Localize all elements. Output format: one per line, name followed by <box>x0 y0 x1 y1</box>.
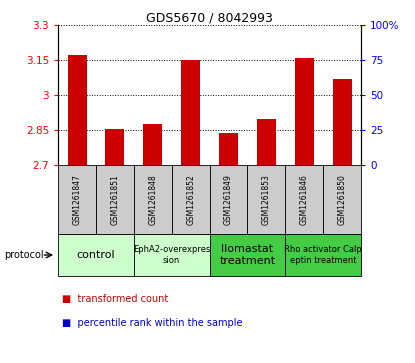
Bar <box>323 165 361 234</box>
Text: EphA2-overexpres
sion: EphA2-overexpres sion <box>133 245 210 265</box>
Bar <box>58 234 134 276</box>
Text: GSM1261853: GSM1261853 <box>262 174 271 225</box>
Bar <box>219 132 238 165</box>
Bar <box>134 165 172 234</box>
Bar <box>68 54 86 165</box>
Text: GSM1261851: GSM1261851 <box>110 174 120 225</box>
Text: Rho activator Calp
eptin treatment: Rho activator Calp eptin treatment <box>284 245 362 265</box>
Bar <box>181 60 200 165</box>
Bar <box>286 234 361 276</box>
Bar <box>105 129 124 165</box>
Bar <box>96 165 134 234</box>
Text: GSM1261847: GSM1261847 <box>73 174 81 225</box>
Bar <box>210 234 286 276</box>
Text: protocol: protocol <box>4 250 44 260</box>
Bar <box>333 79 352 165</box>
Title: GDS5670 / 8042993: GDS5670 / 8042993 <box>146 11 273 24</box>
Text: GSM1261848: GSM1261848 <box>148 174 157 225</box>
Bar <box>210 165 247 234</box>
Text: GSM1261846: GSM1261846 <box>300 174 309 225</box>
Text: GSM1261850: GSM1261850 <box>338 174 347 225</box>
Text: ■  transformed count: ■ transformed count <box>62 294 168 305</box>
Bar <box>295 58 314 165</box>
Text: llomastat
treatment: llomastat treatment <box>220 244 276 266</box>
Bar <box>143 125 162 165</box>
Text: ■  percentile rank within the sample: ■ percentile rank within the sample <box>62 318 243 328</box>
Bar <box>247 165 285 234</box>
Text: GSM1261849: GSM1261849 <box>224 174 233 225</box>
Bar <box>134 234 210 276</box>
Bar <box>58 165 96 234</box>
Bar <box>257 119 276 165</box>
Text: GSM1261852: GSM1261852 <box>186 174 195 225</box>
Bar <box>172 165 210 234</box>
Text: control: control <box>77 250 115 260</box>
Bar <box>286 165 323 234</box>
